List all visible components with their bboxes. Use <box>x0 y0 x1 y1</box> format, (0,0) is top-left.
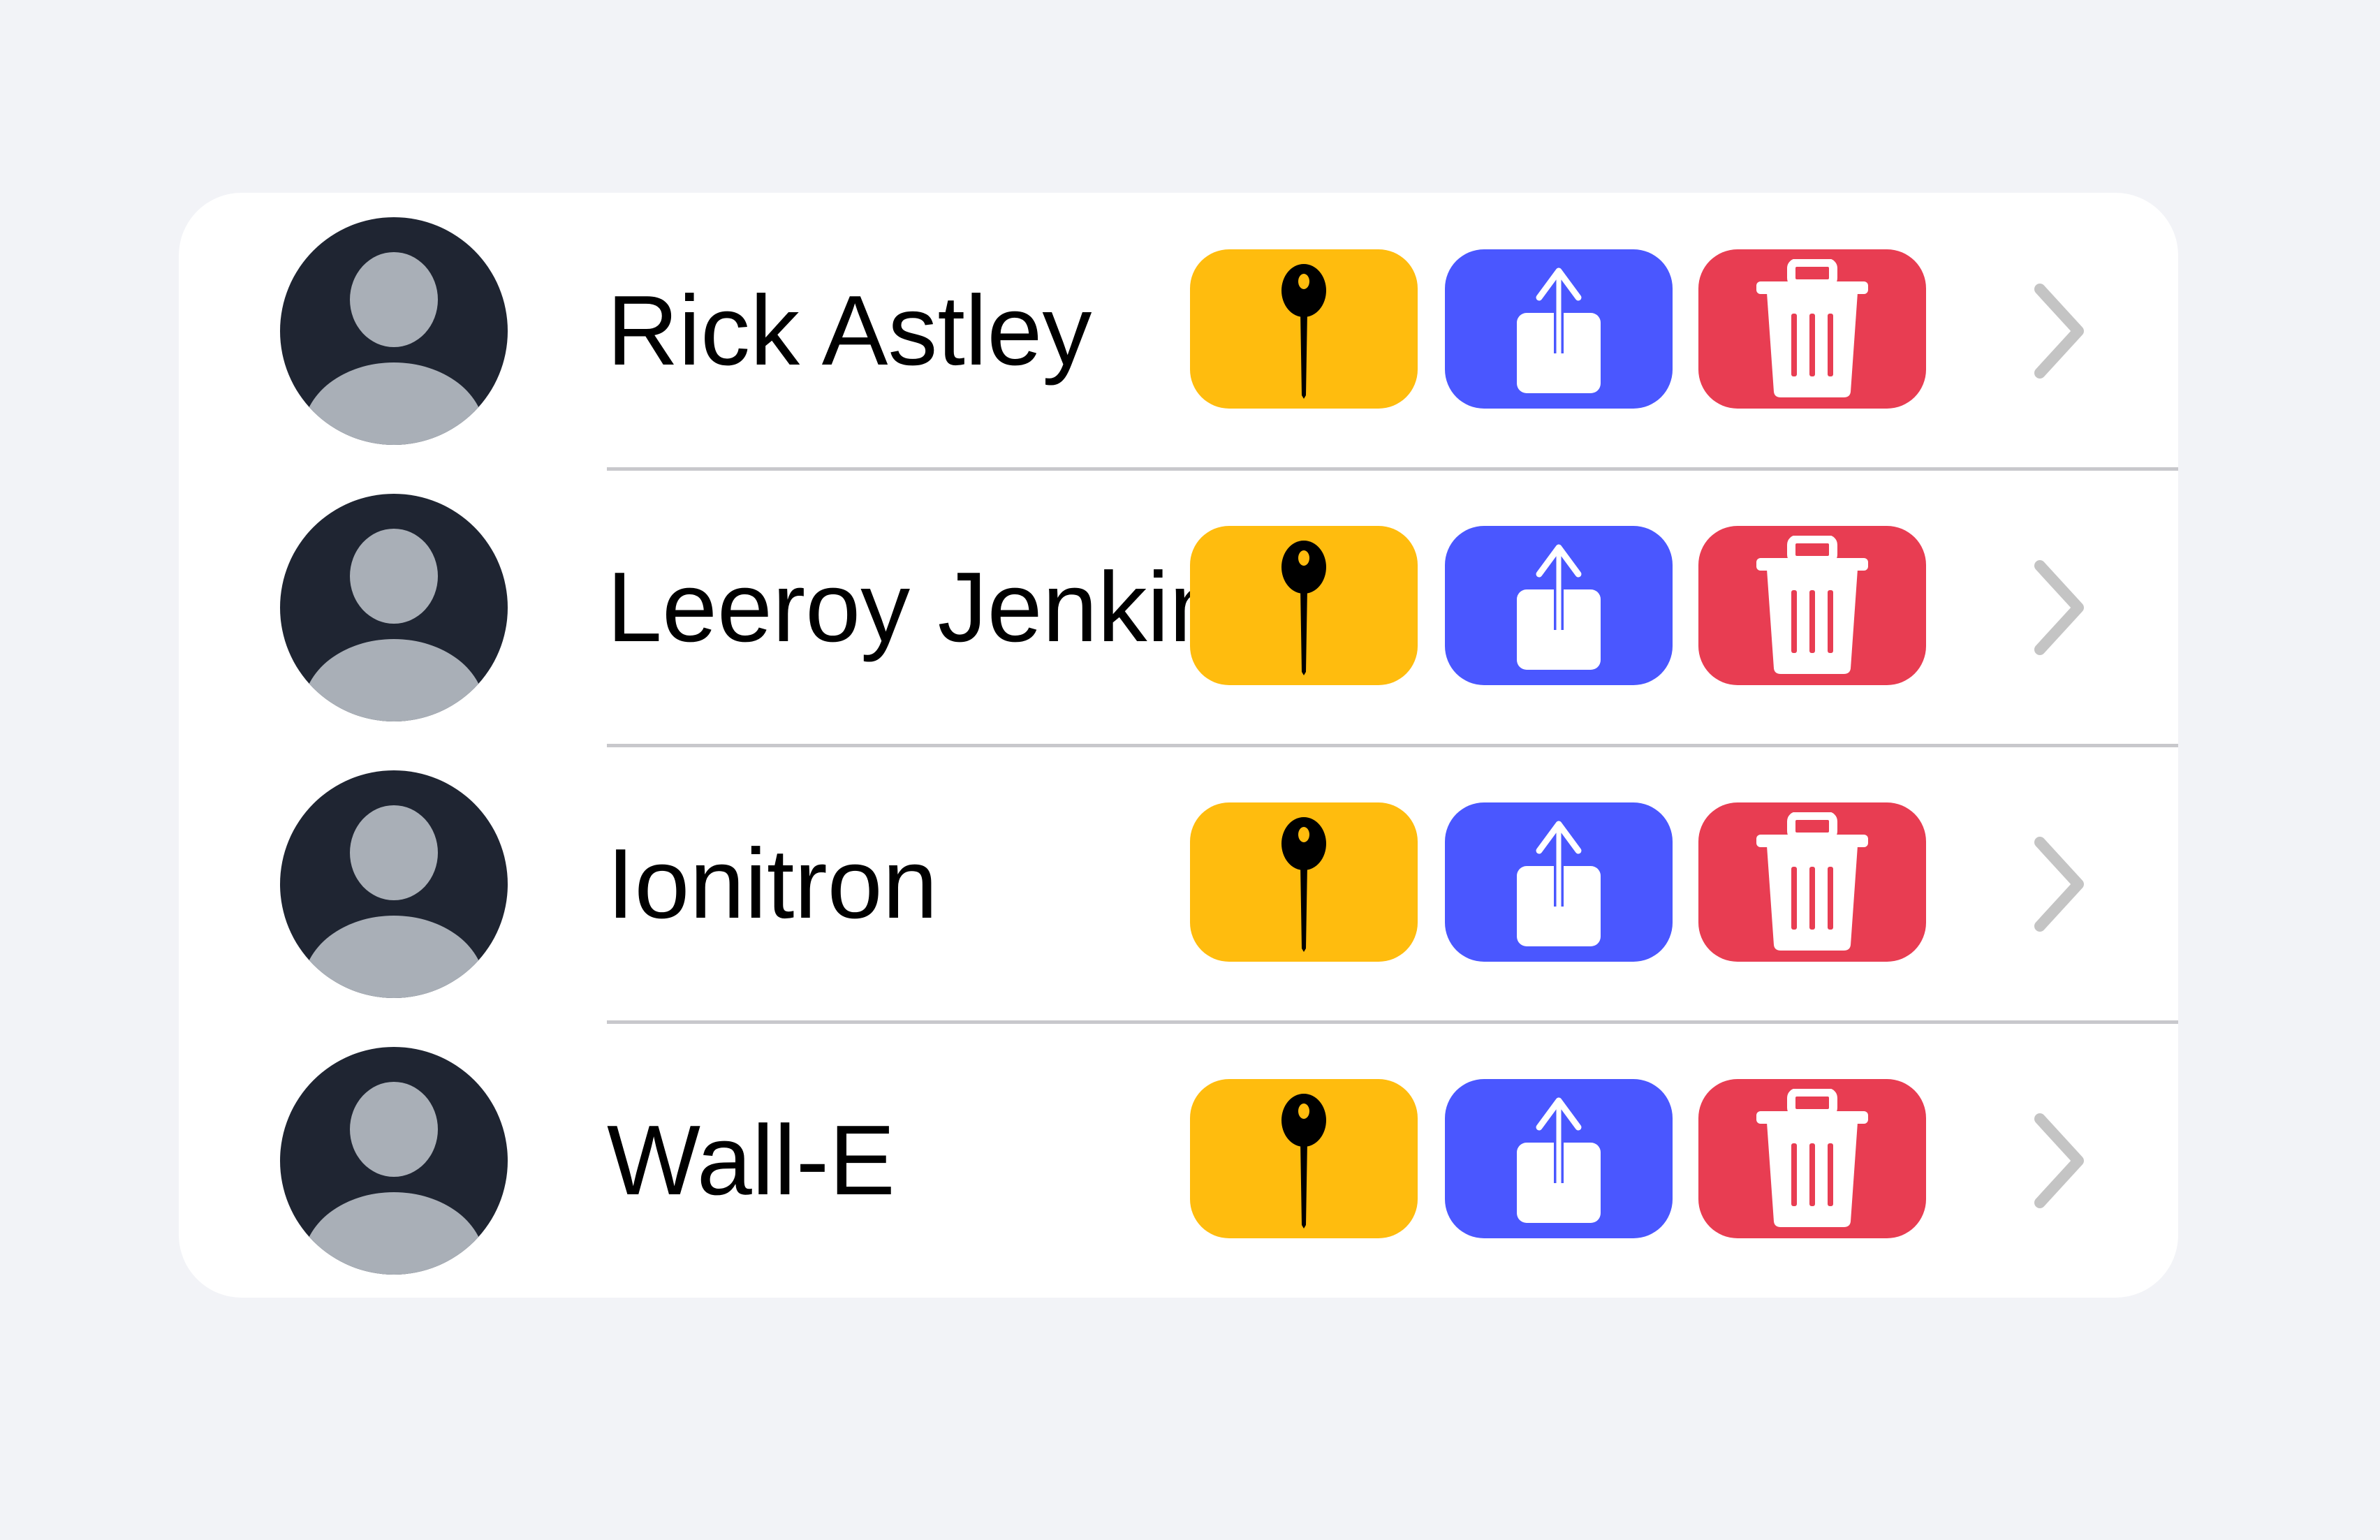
avatar <box>280 1047 508 1275</box>
chevron-right-icon[interactable] <box>2022 835 2092 933</box>
row-separator <box>607 467 2178 471</box>
avatar <box>280 217 508 445</box>
trash-icon <box>1756 536 1868 674</box>
list-item[interactable]: Wall-E <box>179 1022 2178 1298</box>
chevron-right-icon[interactable] <box>2022 282 2092 380</box>
share-button[interactable] <box>1445 526 1673 685</box>
trash-icon <box>1756 259 1868 397</box>
pin-icon <box>1281 1094 1326 1229</box>
chevron-right-icon[interactable] <box>2022 559 2092 657</box>
avatar <box>280 494 508 721</box>
row-separator <box>607 744 2178 747</box>
avatar <box>280 770 508 998</box>
pin-button[interactable] <box>1190 802 1418 962</box>
delete-button[interactable] <box>1698 802 1926 962</box>
share-icon <box>1517 544 1601 670</box>
pin-icon <box>1281 541 1326 675</box>
share-icon <box>1517 1097 1601 1223</box>
row-separator <box>607 1020 2178 1024</box>
share-button[interactable] <box>1445 1079 1673 1238</box>
trash-icon <box>1756 1089 1868 1227</box>
pin-icon <box>1281 264 1326 399</box>
pin-button[interactable] <box>1190 249 1418 409</box>
share-button[interactable] <box>1445 249 1673 409</box>
list-item[interactable]: Leeroy Jenkins <box>179 469 2178 746</box>
trash-icon <box>1756 812 1868 951</box>
list-item[interactable]: Ionitron <box>179 746 2178 1022</box>
share-button[interactable] <box>1445 802 1673 962</box>
pin-button[interactable] <box>1190 1079 1418 1238</box>
delete-button[interactable] <box>1698 1079 1926 1238</box>
pin-icon <box>1281 817 1326 952</box>
share-icon <box>1517 267 1601 393</box>
delete-button[interactable] <box>1698 249 1926 409</box>
delete-button[interactable] <box>1698 526 1926 685</box>
share-icon <box>1517 821 1601 946</box>
chevron-right-icon[interactable] <box>2022 1112 2092 1210</box>
pin-button[interactable] <box>1190 526 1418 685</box>
contact-list: Rick Astley Leeroy Jenkins Ionitron <box>179 193 2178 1298</box>
list-item[interactable]: Rick Astley <box>179 193 2178 469</box>
